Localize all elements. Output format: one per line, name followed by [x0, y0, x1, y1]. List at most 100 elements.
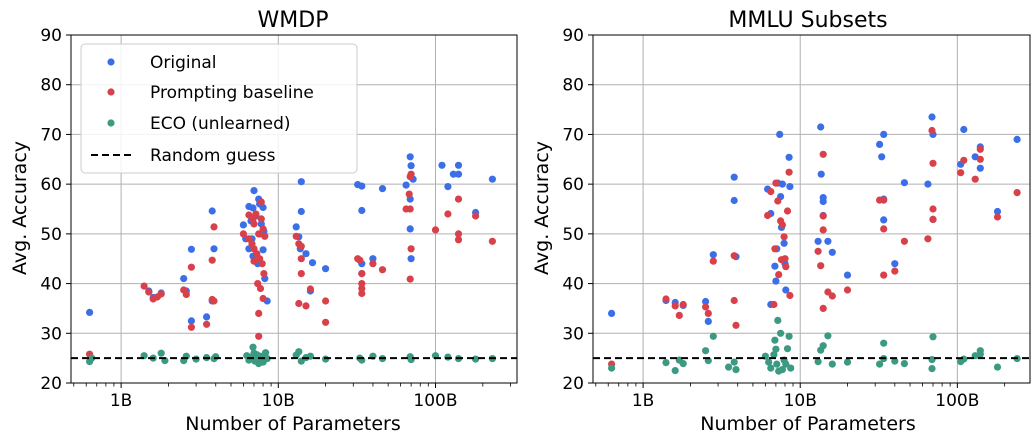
mmlu-data-point	[880, 196, 888, 204]
mmlu-data-point	[843, 358, 852, 366]
wmdp-data-point	[454, 161, 463, 169]
mmlu-data-point	[608, 364, 616, 372]
wmdp-data-point	[187, 323, 195, 331]
wmdp-data-point	[258, 260, 266, 268]
mmlu-data-point	[730, 173, 738, 181]
mmlu-y-tick-label: 90	[562, 26, 584, 46]
wmdp-data-point	[407, 162, 415, 170]
legend-box	[80, 43, 358, 174]
mmlu-data-point	[704, 317, 712, 325]
wmdp-data-point	[358, 289, 366, 298]
wmdp-panel: WMDP 20 30 40 50 60 70 80 90 1B 10B 100B Original Pr…	[9, 8, 518, 435]
wmdp-x-axis-label: Number of Parameters	[185, 413, 400, 435]
mmlu-x-axis-label: Number of Parameters	[700, 413, 915, 435]
wmdp-x-tick-label: 1B	[110, 391, 132, 411]
mmlu-data-point	[780, 233, 788, 241]
mmlu-data-point	[891, 260, 899, 268]
mmlu-data-point	[671, 302, 679, 310]
mmlu-data-point	[679, 360, 687, 368]
wmdp-data-point	[249, 204, 257, 212]
wmdp-data-point	[444, 210, 452, 218]
wmdp-series-2	[86, 343, 496, 368]
mmlu-data-point	[880, 271, 888, 279]
wmdp-data-point	[259, 294, 267, 303]
mmlu-data-point	[971, 175, 979, 183]
mmlu-data-point	[876, 140, 884, 148]
mmlu-data-point	[776, 130, 784, 138]
mmlu-data-point	[828, 292, 836, 300]
mmlu-data-point	[732, 321, 740, 329]
mmlu-data-point	[773, 360, 781, 368]
mmlu-data-point	[891, 267, 899, 275]
wmdp-data-point	[308, 259, 317, 267]
mmlu-data-point	[730, 252, 738, 260]
mmlu-data-point	[783, 207, 792, 215]
mmlu-data-point	[814, 247, 822, 255]
wmdp-plot-area: 20 30 40 50 60 70 80 90 1B 10B 100B Original Prompti…	[40, 26, 518, 411]
mmlu-data-point	[891, 357, 899, 365]
wmdp-data-point	[358, 284, 366, 293]
mmlu-data-point	[993, 207, 1002, 216]
mmlu-y-tick-label: 30	[562, 324, 584, 344]
mmlu-data-point	[780, 239, 788, 247]
wmdp-y-tick-label: 20	[40, 374, 62, 394]
wmdp-data-point	[449, 170, 457, 178]
mmlu-data-point	[730, 296, 738, 305]
mmlu-data-point	[976, 155, 984, 163]
mmlu-data-point	[819, 226, 827, 234]
mmlu-data-point	[777, 329, 785, 337]
mmlu-points	[608, 113, 1021, 375]
wmdp-data-point	[292, 232, 300, 240]
wmdp-data-point	[297, 270, 305, 278]
mmlu-data-point	[782, 263, 790, 271]
wmdp-data-point	[358, 182, 366, 190]
mmlu-data-point	[976, 350, 984, 358]
mmlu-data-point	[671, 367, 679, 375]
wmdp-data-point	[157, 349, 165, 357]
mmlu-data-point	[924, 180, 932, 188]
mmlu-data-point	[819, 304, 827, 312]
wmdp-data-point	[249, 343, 257, 351]
wmdp-data-point	[187, 317, 195, 325]
wmdp-data-point	[210, 245, 218, 253]
wmdp-data-point	[208, 256, 216, 264]
wmdp-data-point	[295, 299, 303, 308]
mmlu-data-point	[819, 197, 827, 206]
mmlu-x-tick-label: 1B	[632, 391, 654, 411]
mmlu-data-point	[976, 145, 984, 153]
mmlu-data-point	[771, 336, 779, 344]
wmdp-data-point	[187, 245, 195, 253]
wmdp-data-point	[239, 230, 247, 238]
wmdp-data-point	[295, 348, 303, 356]
wmdp-data-point	[406, 275, 414, 283]
wmdp-data-point	[369, 255, 377, 263]
mmlu-data-point	[819, 212, 827, 220]
wmdp-y-tick-label: 80	[40, 76, 62, 96]
mmlu-data-point	[928, 113, 936, 121]
wmdp-data-point	[322, 318, 330, 326]
wmdp-points	[86, 153, 496, 368]
mmlu-data-point	[960, 156, 968, 164]
wmdp-data-point	[256, 284, 265, 293]
wmdp-data-point	[259, 225, 267, 233]
wmdp-data-point	[472, 212, 480, 220]
mmlu-data-point	[929, 333, 937, 341]
wmdp-y-tick-label: 50	[40, 225, 62, 245]
wmdp-chart-title: WMDP	[258, 8, 329, 33]
wmdp-data-point	[257, 215, 265, 223]
wmdp-data-point	[203, 313, 211, 321]
wmdp-y-axis-label: Avg. Accuracy	[9, 141, 31, 275]
wmdp-series-0	[86, 153, 496, 325]
mmlu-data-point	[730, 196, 738, 205]
wmdp-data-point	[248, 240, 256, 248]
wmdp-data-point	[438, 161, 446, 169]
mmlu-data-point	[782, 360, 790, 368]
wmdp-data-point	[302, 302, 310, 310]
wmdp-data-point	[88, 354, 96, 362]
mmlu-chart-title: MMLU Subsets	[728, 8, 887, 33]
legend-label: Random guess	[150, 146, 276, 166]
wmdp-data-point	[259, 246, 267, 254]
wmdp-data-point	[407, 170, 415, 178]
mmlu-data-point	[1013, 189, 1021, 197]
